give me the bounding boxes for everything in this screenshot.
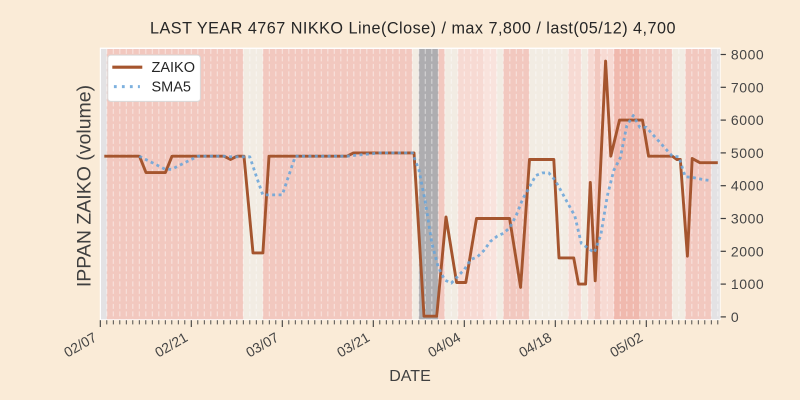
- svg-text:0: 0: [731, 309, 739, 325]
- svg-text:7000: 7000: [731, 79, 764, 95]
- svg-text:ZAIKO: ZAIKO: [152, 60, 196, 76]
- svg-text:SMA5: SMA5: [152, 79, 192, 95]
- svg-text:DATE: DATE: [389, 368, 430, 385]
- svg-text:4000: 4000: [731, 178, 764, 194]
- svg-text:LAST YEAR 4767 NIKKO Line(Clos: LAST YEAR 4767 NIKKO Line(Close) / max 7…: [150, 20, 676, 38]
- svg-text:2000: 2000: [731, 243, 764, 259]
- svg-text:IPPAN ZAIKO (volume): IPPAN ZAIKO (volume): [74, 85, 96, 287]
- svg-text:5000: 5000: [731, 145, 764, 161]
- svg-text:1000: 1000: [731, 276, 764, 292]
- svg-text:8000: 8000: [731, 47, 764, 63]
- svg-text:6000: 6000: [731, 112, 764, 128]
- svg-text:3000: 3000: [731, 211, 764, 227]
